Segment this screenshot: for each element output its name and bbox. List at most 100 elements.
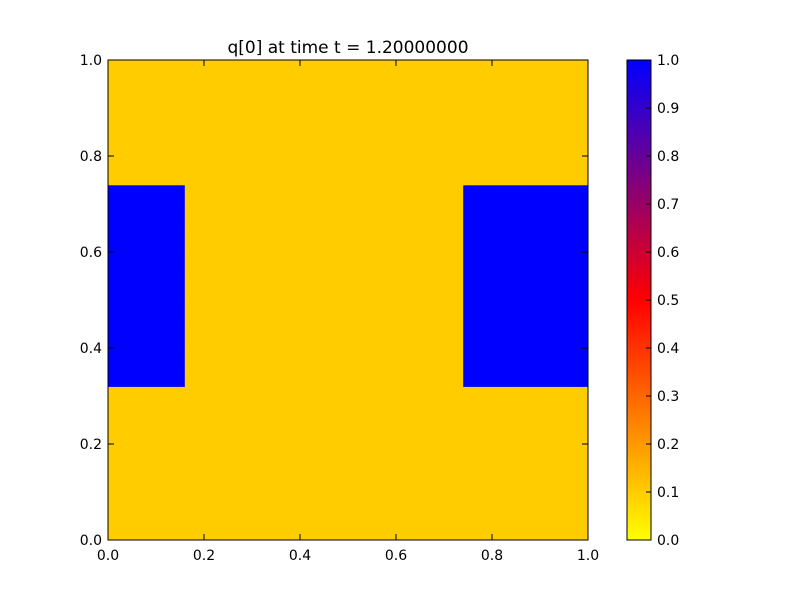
heatmap-cell — [252, 453, 263, 464]
heatmap-cell — [175, 520, 186, 531]
heatmap-cell — [328, 108, 339, 119]
heatmap-cell — [271, 271, 282, 282]
heatmap-cell — [396, 175, 407, 186]
heatmap-cell — [415, 136, 426, 147]
heatmap-cell — [184, 280, 195, 291]
heatmap-cell — [232, 88, 243, 99]
heatmap-cell — [213, 261, 224, 272]
heatmap-cell — [472, 357, 483, 368]
heatmap-cell — [194, 300, 205, 311]
heatmap-cell — [338, 261, 349, 272]
heatmap-cell — [136, 194, 147, 205]
heatmap-cell — [482, 280, 493, 291]
heatmap-cell — [156, 261, 167, 272]
heatmap-cell — [482, 108, 493, 119]
heatmap-cell — [136, 357, 147, 368]
heatmap-cell — [204, 232, 215, 243]
heatmap-cell — [184, 376, 195, 387]
heatmap-cell — [396, 98, 407, 109]
heatmap-cell — [444, 156, 455, 167]
heatmap-cell — [549, 463, 560, 474]
heatmap-cell — [511, 482, 522, 493]
heatmap-cell — [396, 261, 407, 272]
heatmap-cell — [415, 223, 426, 234]
heatmap-cell — [280, 453, 291, 464]
heatmap-cell — [117, 194, 128, 205]
heatmap-cell — [127, 396, 138, 407]
heatmap-cell — [482, 88, 493, 99]
heatmap-cell — [242, 328, 253, 339]
heatmap-cell — [232, 290, 243, 301]
heatmap-cell — [165, 338, 176, 349]
y-tick-label: 0.2 — [80, 437, 102, 453]
heatmap-cell — [127, 271, 138, 282]
heatmap-cell — [463, 194, 474, 205]
heatmap-cell — [108, 338, 119, 349]
heatmap-cell — [309, 300, 320, 311]
heatmap-cell — [204, 117, 215, 128]
heatmap-cell — [242, 319, 253, 330]
heatmap-cell — [156, 69, 167, 80]
heatmap-cell — [300, 472, 311, 483]
heatmap-cell — [415, 232, 426, 243]
heatmap-cell — [204, 472, 215, 483]
heatmap-cell — [386, 444, 397, 455]
heatmap-cell — [252, 357, 263, 368]
heatmap-cell — [415, 453, 426, 464]
heatmap-cell — [156, 415, 167, 426]
heatmap-cell — [194, 232, 205, 243]
heatmap-cell — [175, 424, 186, 435]
heatmap-cell — [242, 309, 253, 320]
heatmap-cell — [472, 232, 483, 243]
heatmap-cell — [328, 444, 339, 455]
heatmap-cell — [386, 386, 397, 397]
heatmap-cell — [444, 194, 455, 205]
heatmap-cell — [156, 424, 167, 435]
heatmap-cell — [463, 60, 474, 71]
heatmap-cell — [194, 376, 205, 387]
heatmap-cell — [213, 328, 224, 339]
heatmap-cell — [453, 261, 464, 272]
heatmap-cell — [444, 136, 455, 147]
heatmap-cell — [194, 357, 205, 368]
heatmap-cell — [156, 242, 167, 253]
heatmap-cell — [559, 348, 570, 359]
heatmap-cell — [568, 223, 579, 234]
heatmap-cell — [396, 88, 407, 99]
heatmap-cell — [568, 136, 579, 147]
heatmap-cell — [117, 146, 128, 157]
heatmap-cell — [520, 501, 531, 512]
heatmap-cell — [568, 309, 579, 320]
heatmap-cell — [136, 482, 147, 493]
heatmap-cell — [568, 165, 579, 176]
heatmap-cell — [434, 98, 445, 109]
heatmap-cell — [136, 405, 147, 416]
heatmap-cell — [357, 136, 368, 147]
heatmap-cell — [511, 146, 522, 157]
heatmap-cell — [463, 367, 474, 378]
heatmap-cell — [146, 60, 157, 71]
heatmap-cell — [204, 290, 215, 301]
heatmap-cell — [357, 405, 368, 416]
heatmap-cell — [444, 79, 455, 90]
heatmap-cell — [549, 492, 560, 503]
heatmap-cell — [578, 194, 589, 205]
heatmap-cell — [386, 520, 397, 531]
heatmap-cell — [559, 175, 570, 186]
heatmap-cell — [338, 338, 349, 349]
heatmap-cell — [511, 367, 522, 378]
heatmap-cell — [136, 108, 147, 119]
heatmap-cell — [156, 520, 167, 531]
heatmap-cell — [194, 453, 205, 464]
heatmap-cell — [405, 405, 416, 416]
heatmap-cell — [194, 415, 205, 426]
heatmap-cell — [271, 357, 282, 368]
heatmap-cell — [261, 444, 272, 455]
heatmap-cell — [520, 482, 531, 493]
heatmap-cell — [328, 127, 339, 138]
heatmap-cell — [300, 463, 311, 474]
heatmap-cell — [549, 309, 560, 320]
heatmap-cell — [117, 511, 128, 522]
heatmap-cell — [424, 165, 435, 176]
heatmap-cell — [511, 136, 522, 147]
